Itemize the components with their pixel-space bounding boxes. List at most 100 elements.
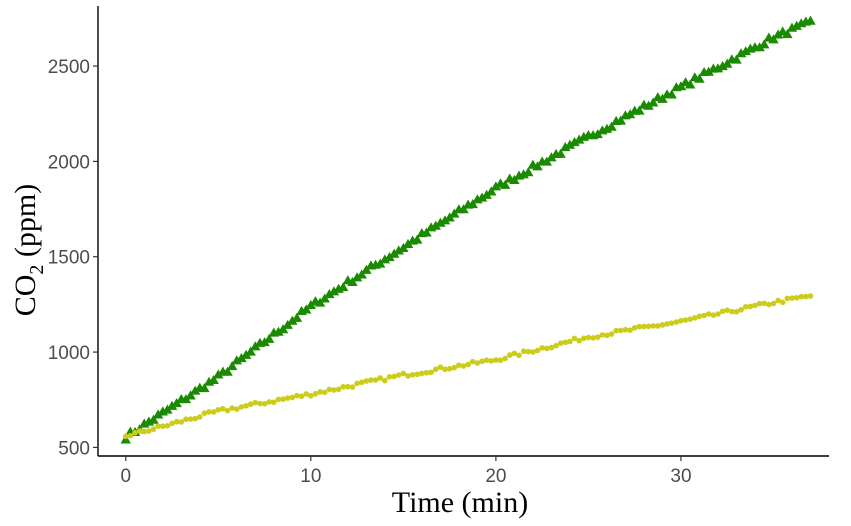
triangle-point [226,361,238,371]
circle-point [252,399,259,406]
triangle-point [347,276,358,286]
circle-point [775,297,781,304]
y-axis-title-subscript: 2 [26,265,48,275]
circle-point [271,399,277,405]
circle-point [664,321,670,327]
circle-point [659,322,666,328]
x-tick-label: 20 [485,466,506,487]
circle-point [391,373,397,380]
circle-point [127,432,134,439]
circle-point [567,338,573,345]
circle-point [456,362,462,368]
circle-point [488,358,495,364]
triangle-point [643,100,654,110]
triangle-point [430,220,441,230]
triangle-point [564,139,576,149]
circle-point [636,323,643,330]
triangle-point [393,245,404,255]
circle-point [159,423,166,430]
circle-point [321,389,328,396]
circle-point [483,357,490,363]
circle-point [493,357,499,363]
circle-point [446,365,453,372]
circle-point [150,426,157,432]
y-axis-title: CO2 (ppm) [9,184,48,317]
triangle-point [685,79,696,89]
circle-point [678,317,684,324]
triangle-point [208,374,219,384]
circle-point [201,410,208,416]
circle-point [715,311,721,317]
triangle-point [458,204,469,214]
circle-point [511,350,518,357]
triangle-point [273,326,284,336]
triangle-point [421,227,432,237]
circle-point [247,401,254,407]
circle-point [419,370,425,377]
triangle-point [768,34,779,44]
circle-point [215,406,222,413]
circle-point [798,293,805,300]
triangle-point [287,315,298,325]
circle-point [460,363,467,369]
triangle-point [569,137,580,147]
circle-point [136,428,143,434]
circle-point [793,295,800,301]
triangle-point [782,29,793,39]
circle-point [331,387,337,393]
circle-point [192,415,198,422]
circle-point [692,315,698,321]
triangle-point [259,337,270,347]
triangle-point [731,54,742,64]
triangle-point [476,192,488,202]
circle-point [803,293,809,300]
circle-point [173,418,180,425]
circle-point [141,428,148,435]
circle-point [645,323,652,330]
circle-point [539,345,545,351]
circle-point [146,428,152,434]
circle-point [543,345,550,352]
circle-point [349,384,356,390]
data-points [120,15,816,444]
circle-point [585,334,592,341]
circle-point [294,392,300,399]
circle-point [580,335,587,342]
circle-point [594,334,601,340]
circle-point [557,340,564,346]
y-tick-label: 2000 [48,152,90,173]
circle-point [210,409,217,415]
triangle-point [560,142,571,152]
triangle-point [694,73,705,83]
circle-point [770,300,777,307]
circle-point [668,320,675,326]
y-tick-label: 1500 [48,248,90,269]
circle-point [613,327,619,334]
triangle-point [666,89,677,99]
circle-point [233,406,240,412]
circle-point [516,352,522,359]
circle-point [312,391,319,397]
circle-point [308,393,314,399]
triangle-point [546,152,557,162]
circle-point [414,371,421,378]
circle-point [372,377,379,383]
circle-point [742,303,749,310]
circle-point [562,339,569,346]
circle-point [368,377,374,383]
triangle-point [245,346,256,356]
circle-point [673,319,680,325]
circle-point [122,433,129,440]
circle-point [627,327,633,334]
circle-point [696,313,703,320]
triangle-point [523,167,534,177]
circle-point [747,303,754,310]
triangle-point [435,217,446,227]
circle-point [363,378,370,384]
y-tick-label: 2500 [48,57,90,78]
triangle-point [356,269,367,279]
circle-point [340,383,347,390]
circle-point [326,386,333,393]
circle-point [409,372,416,378]
triangle-point [624,109,636,119]
